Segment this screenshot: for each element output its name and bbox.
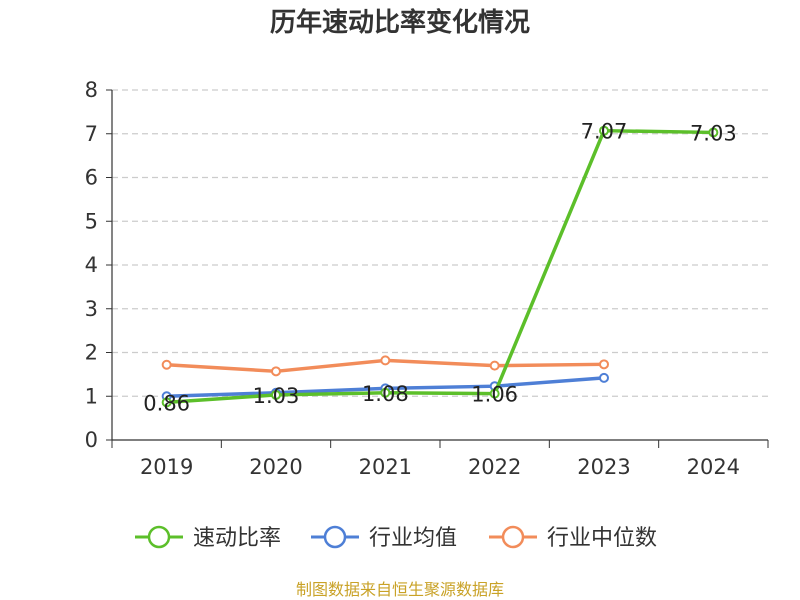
y-tick-label-2: 2 — [85, 341, 98, 365]
legend-swatch-marker — [147, 525, 171, 549]
data-point-s2-2023[interactable] — [599, 359, 609, 370]
axes: 0 1 2 3 4 5 6 7 8 2019 2020 2021 2022 2023 2024 — [85, 78, 769, 479]
y-tick-label-8: 8 — [85, 78, 98, 102]
chart-title: 历年速动比率变化情况 — [270, 7, 530, 38]
data-label-2019: 0.86 — [143, 391, 190, 415]
data-label-2021: 1.08 — [362, 382, 409, 406]
legend-swatch-marker — [501, 525, 525, 549]
y-tick-label-7: 7 — [85, 122, 98, 146]
data-point-s0-2023[interactable] — [599, 125, 609, 136]
legend-label: 行业中位数 — [547, 526, 657, 551]
grid-lines — [112, 89, 768, 397]
x-tick-label-2021: 2021 — [359, 455, 412, 479]
y-tick-label-5: 5 — [85, 209, 98, 233]
data-point-s1-2023[interactable] — [599, 372, 609, 383]
x-tick-label-2019: 2019 — [140, 455, 193, 479]
legend-swatch-marker — [323, 525, 347, 549]
x-tick-label-2020: 2020 — [249, 455, 302, 479]
data-label-2020: 1.03 — [253, 384, 300, 408]
data-labels: 0.86 1.03 1.08 1.06 7.07 7.03 — [143, 120, 736, 416]
x-tick-label-2023: 2023 — [577, 455, 630, 479]
legend-item-2[interactable]: 行业中位数 — [489, 525, 657, 551]
data-label-2022: 1.06 — [471, 383, 518, 407]
data-point-s0-2020[interactable] — [271, 389, 281, 400]
series-layer — [161, 125, 719, 408]
y-tick-label-3: 3 — [85, 297, 98, 321]
x-tick-label-2024: 2024 — [687, 455, 740, 479]
x-tick-label-2022: 2022 — [468, 455, 521, 479]
data-point-s2-2022[interactable] — [489, 360, 500, 371]
series-line-0 — [166, 128, 714, 405]
data-point-s2-2020[interactable] — [271, 366, 281, 377]
data-point-s2-2021[interactable] — [380, 355, 391, 366]
data-label-2024: 7.03 — [690, 121, 737, 145]
data-point-s2-2019[interactable] — [161, 359, 172, 370]
y-tick-label-1: 1 — [85, 384, 98, 408]
legend-item-0[interactable]: 速动比率 — [135, 525, 281, 551]
data-point-s0-2021[interactable] — [380, 387, 391, 398]
legend[interactable]: 速动比率 行业均值 行业中位数 — [135, 525, 657, 551]
data-point-s0-2022[interactable] — [489, 388, 500, 399]
y-tick-label-0: 0 — [85, 428, 98, 452]
data-point-s0-2019[interactable] — [161, 397, 172, 408]
legend-label: 行业均值 — [369, 526, 457, 551]
legend-label: 速动比率 — [193, 526, 281, 551]
data-label-2023: 7.07 — [581, 120, 628, 144]
source-note: 制图数据来自恒生聚源数据库 — [296, 580, 504, 599]
legend-item-1[interactable]: 行业均值 — [311, 525, 457, 551]
data-point-s0-2024[interactable] — [708, 127, 719, 138]
y-tick-label-6: 6 — [85, 166, 98, 190]
y-tick-label-4: 4 — [85, 253, 98, 277]
